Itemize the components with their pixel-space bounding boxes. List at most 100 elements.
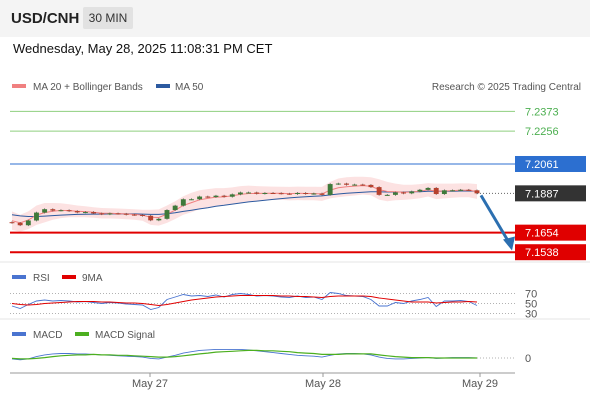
price-level-tag (515, 155, 586, 172)
legend-ma50-label: MA 50 (175, 82, 204, 93)
macd-zero-label: 0 (525, 353, 531, 365)
candle-body (376, 187, 382, 195)
rsi-level-label: 70 (525, 289, 537, 301)
candle-body (295, 193, 300, 195)
candle-body (34, 212, 39, 221)
x-axis-label: May 29 (462, 378, 498, 390)
candle-body (319, 193, 325, 195)
x-axis-label: May 28 (305, 378, 341, 390)
candle-body (409, 191, 415, 194)
candle-body (180, 199, 186, 206)
candle-body (466, 189, 472, 191)
candle-body (384, 194, 390, 196)
candle-body (303, 193, 309, 195)
candle-body (262, 193, 268, 195)
candle-body (50, 209, 56, 211)
legend-swatch-rsi-ma (62, 275, 76, 279)
price-level-value: 7.1538 (525, 247, 559, 259)
candle-body (42, 209, 48, 213)
candle-body (58, 210, 64, 212)
candle-body (131, 214, 137, 216)
rsi-line (11, 292, 478, 310)
candle-body (91, 212, 97, 214)
forecast-arrow-head (503, 236, 515, 251)
rsi-level-label: 30 (525, 309, 537, 321)
legend-swatch-ma50 (156, 84, 170, 88)
last-price-tag (515, 185, 586, 202)
candle-body (433, 187, 439, 195)
price-level-tag (515, 224, 586, 241)
candle-body (213, 195, 219, 198)
candle-body (458, 189, 464, 191)
legend-macd-label: MACD (33, 330, 62, 341)
legend-rsi-label: RSI (33, 273, 50, 284)
timeframe-button[interactable]: 30 MIN (83, 7, 133, 29)
candle-body (197, 196, 203, 200)
legend-swatch-ma20 (12, 84, 26, 88)
candle-body (360, 184, 366, 186)
legend-rsi-ma-label: 9MA (82, 273, 103, 284)
candle-body (441, 190, 447, 195)
candle-body (270, 193, 276, 195)
candle-body (352, 184, 358, 186)
legend-swatch-rsi (12, 275, 26, 279)
candle-body (450, 190, 455, 192)
copyright-text: Research © 2025 Trading Central (432, 82, 581, 93)
candle-body (237, 192, 243, 195)
candle-body (82, 212, 88, 214)
candle-body (66, 210, 72, 212)
candle-body (344, 183, 349, 185)
ma20-line (11, 185, 478, 224)
candle-body (140, 214, 145, 216)
legend-ma20-label: MA 20 + Bollinger Bands (33, 82, 143, 93)
candle-body (107, 213, 113, 215)
candle-body (17, 222, 23, 226)
legend-swatch-macd (12, 332, 26, 336)
candle-body (286, 193, 292, 195)
candle-body (392, 192, 398, 195)
candle-body (164, 210, 170, 219)
candle-body (401, 192, 407, 194)
candle-body (123, 213, 129, 215)
price-level-value: 7.2373 (525, 106, 559, 118)
candle-body (327, 184, 333, 195)
x-axis: May 27 May 28 May 29 (132, 373, 498, 390)
price-level-value: 7.2256 (525, 126, 559, 138)
candle-body (229, 194, 235, 197)
candle-body (172, 205, 178, 211)
candle-body (246, 192, 252, 194)
last-price-value: 7.1887 (525, 188, 559, 200)
candle-body (148, 215, 154, 221)
candle-body (311, 193, 317, 195)
macd-indicator: 0 (11, 348, 531, 365)
candle-body (425, 187, 431, 190)
symbol-title: USD/CNH (11, 10, 80, 27)
candle-body (335, 183, 341, 185)
candle-body (368, 184, 374, 188)
candle-body (189, 199, 194, 201)
candle-body (9, 222, 15, 224)
price-levels: 7.2373 7.2256 7.2061 7.1654 7.1538 7.1887 (10, 106, 586, 261)
price-level-tag (515, 244, 586, 261)
legend-macd-signal-label: MACD Signal (95, 330, 155, 341)
bollinger-band (12, 176, 477, 232)
candle-body (417, 189, 423, 192)
candle-body (221, 195, 227, 197)
candle-body (254, 192, 260, 194)
candle-body (115, 213, 121, 215)
price-level-value: 7.2061 (525, 159, 559, 171)
candle-body (99, 213, 105, 215)
macd-signal-line (11, 349, 477, 360)
x-axis-label: May 27 (132, 378, 168, 390)
candle-body (474, 190, 480, 194)
candle-body (25, 220, 31, 226)
rsi-level-label: 50 (525, 299, 537, 311)
candle-body (278, 193, 284, 195)
timestamp-label: Wednesday, May 28, 2025 11:08:31 PM CET (13, 41, 273, 56)
candle-body (74, 211, 80, 213)
price-level-value: 7.1654 (525, 228, 559, 240)
candle-body (156, 218, 162, 221)
